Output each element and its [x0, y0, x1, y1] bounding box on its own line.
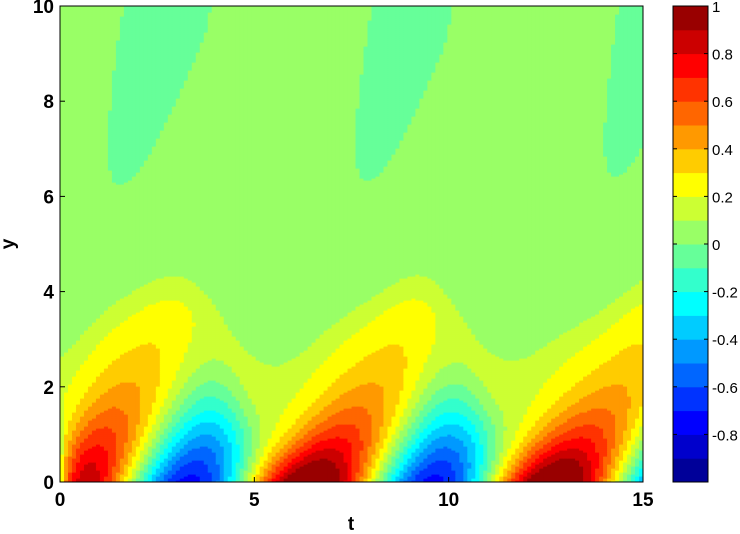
contour-plot-area: [60, 6, 644, 483]
